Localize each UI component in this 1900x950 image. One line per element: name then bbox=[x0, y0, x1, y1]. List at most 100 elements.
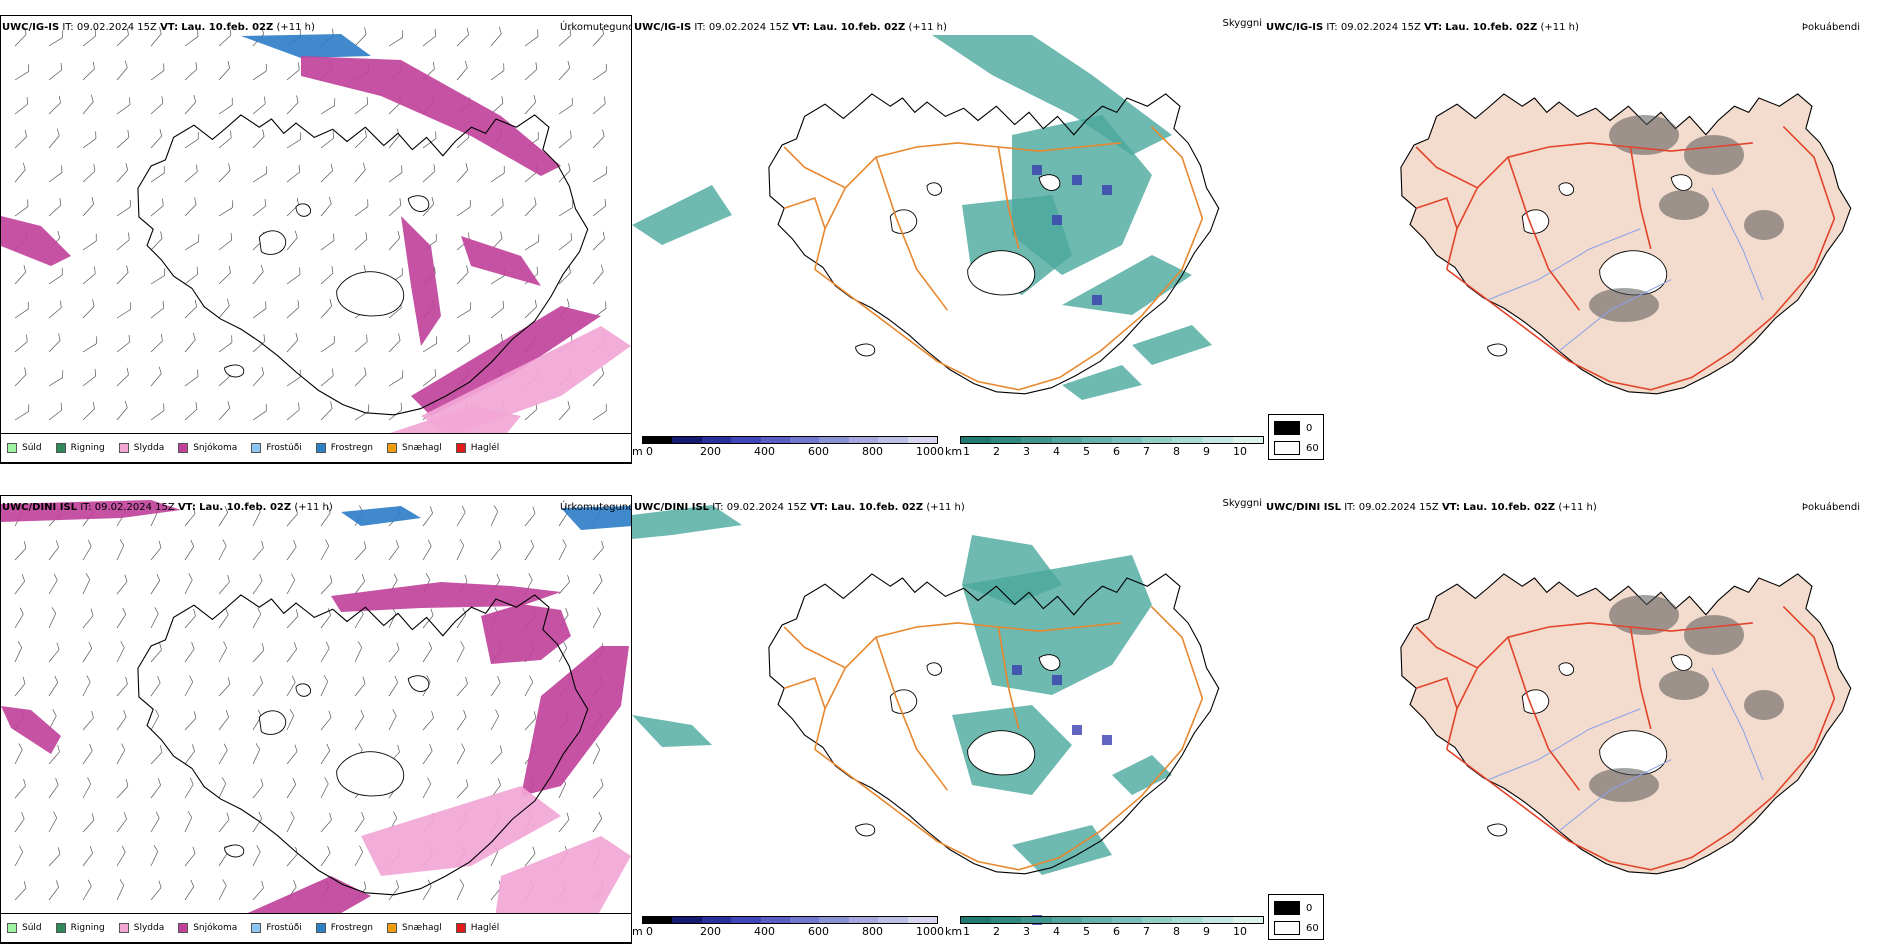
wind-barb bbox=[558, 28, 572, 47]
ceiling-cell bbox=[1092, 295, 1102, 305]
wind-barb bbox=[116, 743, 126, 765]
wind-barb bbox=[116, 845, 126, 867]
wind-barb bbox=[252, 811, 263, 833]
wind-barb bbox=[184, 744, 195, 765]
legend-label: Rigning bbox=[70, 923, 105, 933]
legend-label: Haglél bbox=[470, 923, 500, 933]
fog-river bbox=[1487, 708, 1641, 781]
wind-barb bbox=[422, 710, 434, 731]
wind-barb bbox=[218, 879, 227, 901]
wind-barb bbox=[48, 402, 62, 421]
it-value: 09.02.2024 15Z bbox=[76, 22, 157, 33]
fog-road bbox=[1415, 626, 1478, 669]
wind-barb bbox=[184, 95, 197, 115]
colorbar-step bbox=[1172, 437, 1203, 443]
colorbar-unit: m bbox=[632, 445, 643, 458]
legend-label: Snæhagl bbox=[402, 923, 442, 933]
wind-barb bbox=[48, 607, 57, 629]
fog-road bbox=[1446, 606, 1836, 871]
vis-road bbox=[783, 146, 846, 189]
colorbar-step bbox=[1172, 917, 1203, 923]
fog-area bbox=[1744, 690, 1784, 720]
wind-barb bbox=[252, 96, 266, 115]
wind-barb bbox=[48, 540, 59, 561]
wind-barb bbox=[422, 539, 432, 561]
wind-barb bbox=[456, 676, 468, 697]
wind-barb bbox=[14, 265, 27, 285]
legend-swatch bbox=[178, 443, 189, 453]
wind-barb bbox=[150, 540, 162, 561]
wind-barb bbox=[422, 131, 437, 149]
wind-barb bbox=[592, 166, 608, 183]
wind-barb bbox=[320, 539, 330, 561]
wind-barb bbox=[48, 165, 63, 183]
colorbar-unit: km bbox=[945, 925, 963, 938]
wind-barb bbox=[14, 778, 26, 799]
wind-barb bbox=[116, 676, 128, 697]
ceiling-cell bbox=[1052, 215, 1062, 225]
wind-barb bbox=[184, 539, 195, 561]
header-precip-top: UWC/IG-IS IT: 09.02.2024 15Z VT: Lau. 10… bbox=[2, 22, 315, 34]
visibility-panel-top bbox=[632, 15, 1264, 450]
colorbar-tick: 2 bbox=[993, 445, 1000, 458]
panel-title-fog-bottom: Þokuábendi bbox=[1801, 502, 1860, 513]
wind-barb bbox=[592, 540, 604, 561]
wind-barb bbox=[150, 880, 162, 901]
colorbar-step bbox=[907, 917, 938, 923]
fog-map-bottom bbox=[1400, 573, 1852, 875]
wind-barb bbox=[184, 608, 196, 629]
wind-barb bbox=[116, 574, 128, 595]
fog-key-label: 0 bbox=[1306, 902, 1313, 914]
legend-item: Slydda bbox=[118, 443, 164, 453]
wind-barb bbox=[116, 710, 127, 731]
legend-swatch bbox=[118, 923, 129, 933]
colorbar-tick: 4 bbox=[1053, 445, 1060, 458]
wind-barb bbox=[14, 129, 27, 149]
wind-barb bbox=[82, 61, 95, 81]
wind-barb bbox=[422, 28, 436, 47]
wind-barb bbox=[320, 846, 331, 867]
wind-barb bbox=[14, 541, 27, 561]
wind-barb bbox=[48, 333, 61, 353]
precip-area bbox=[361, 786, 561, 876]
fog-glacier-outline bbox=[1521, 689, 1550, 714]
fog-panel-top bbox=[1264, 15, 1900, 450]
vt-label: VT: bbox=[1424, 22, 1443, 33]
wind-barb bbox=[48, 847, 61, 867]
precip-glacier-outline bbox=[407, 195, 430, 212]
wind-barb bbox=[388, 128, 400, 149]
precip-glacier-outline bbox=[295, 203, 311, 217]
visibility-map-bottom bbox=[632, 505, 1220, 925]
fog-road bbox=[1507, 156, 1581, 311]
vt-label: VT: bbox=[792, 22, 811, 33]
wind-barb bbox=[422, 336, 438, 353]
colorbar-step bbox=[701, 917, 732, 923]
colorbar-tick: 2 bbox=[993, 925, 1000, 938]
wind-barb bbox=[252, 129, 265, 149]
colorbar-tick: 5 bbox=[1083, 445, 1090, 458]
ceiling-cell bbox=[1052, 675, 1062, 685]
wind-barb bbox=[184, 506, 196, 527]
wind-barb bbox=[184, 879, 195, 901]
it-value: 09.02.2024 15Z bbox=[708, 22, 789, 33]
vis-road bbox=[997, 146, 1020, 250]
wind-barb bbox=[490, 26, 502, 47]
precip-area bbox=[241, 34, 371, 58]
legend-swatch bbox=[455, 923, 466, 933]
wind-barb bbox=[252, 334, 266, 353]
wind-barb bbox=[558, 401, 571, 421]
lead-time: (+11 h) bbox=[908, 22, 947, 33]
wind-barb bbox=[592, 129, 605, 149]
wind-barb bbox=[388, 607, 397, 629]
wind-barb bbox=[116, 641, 125, 663]
wind-barb bbox=[48, 778, 59, 799]
ceiling-cell bbox=[1102, 185, 1112, 195]
wind-barb bbox=[82, 573, 91, 595]
vis-road bbox=[783, 626, 846, 669]
fog-key-swatch bbox=[1274, 441, 1300, 455]
vt-value: Lau. 10.feb. 02Z bbox=[1445, 22, 1538, 33]
visibility-area bbox=[632, 185, 732, 245]
precip-glacier-outline bbox=[224, 364, 245, 378]
legend-item: Frostregn bbox=[315, 923, 373, 933]
wind-barb bbox=[184, 675, 194, 697]
